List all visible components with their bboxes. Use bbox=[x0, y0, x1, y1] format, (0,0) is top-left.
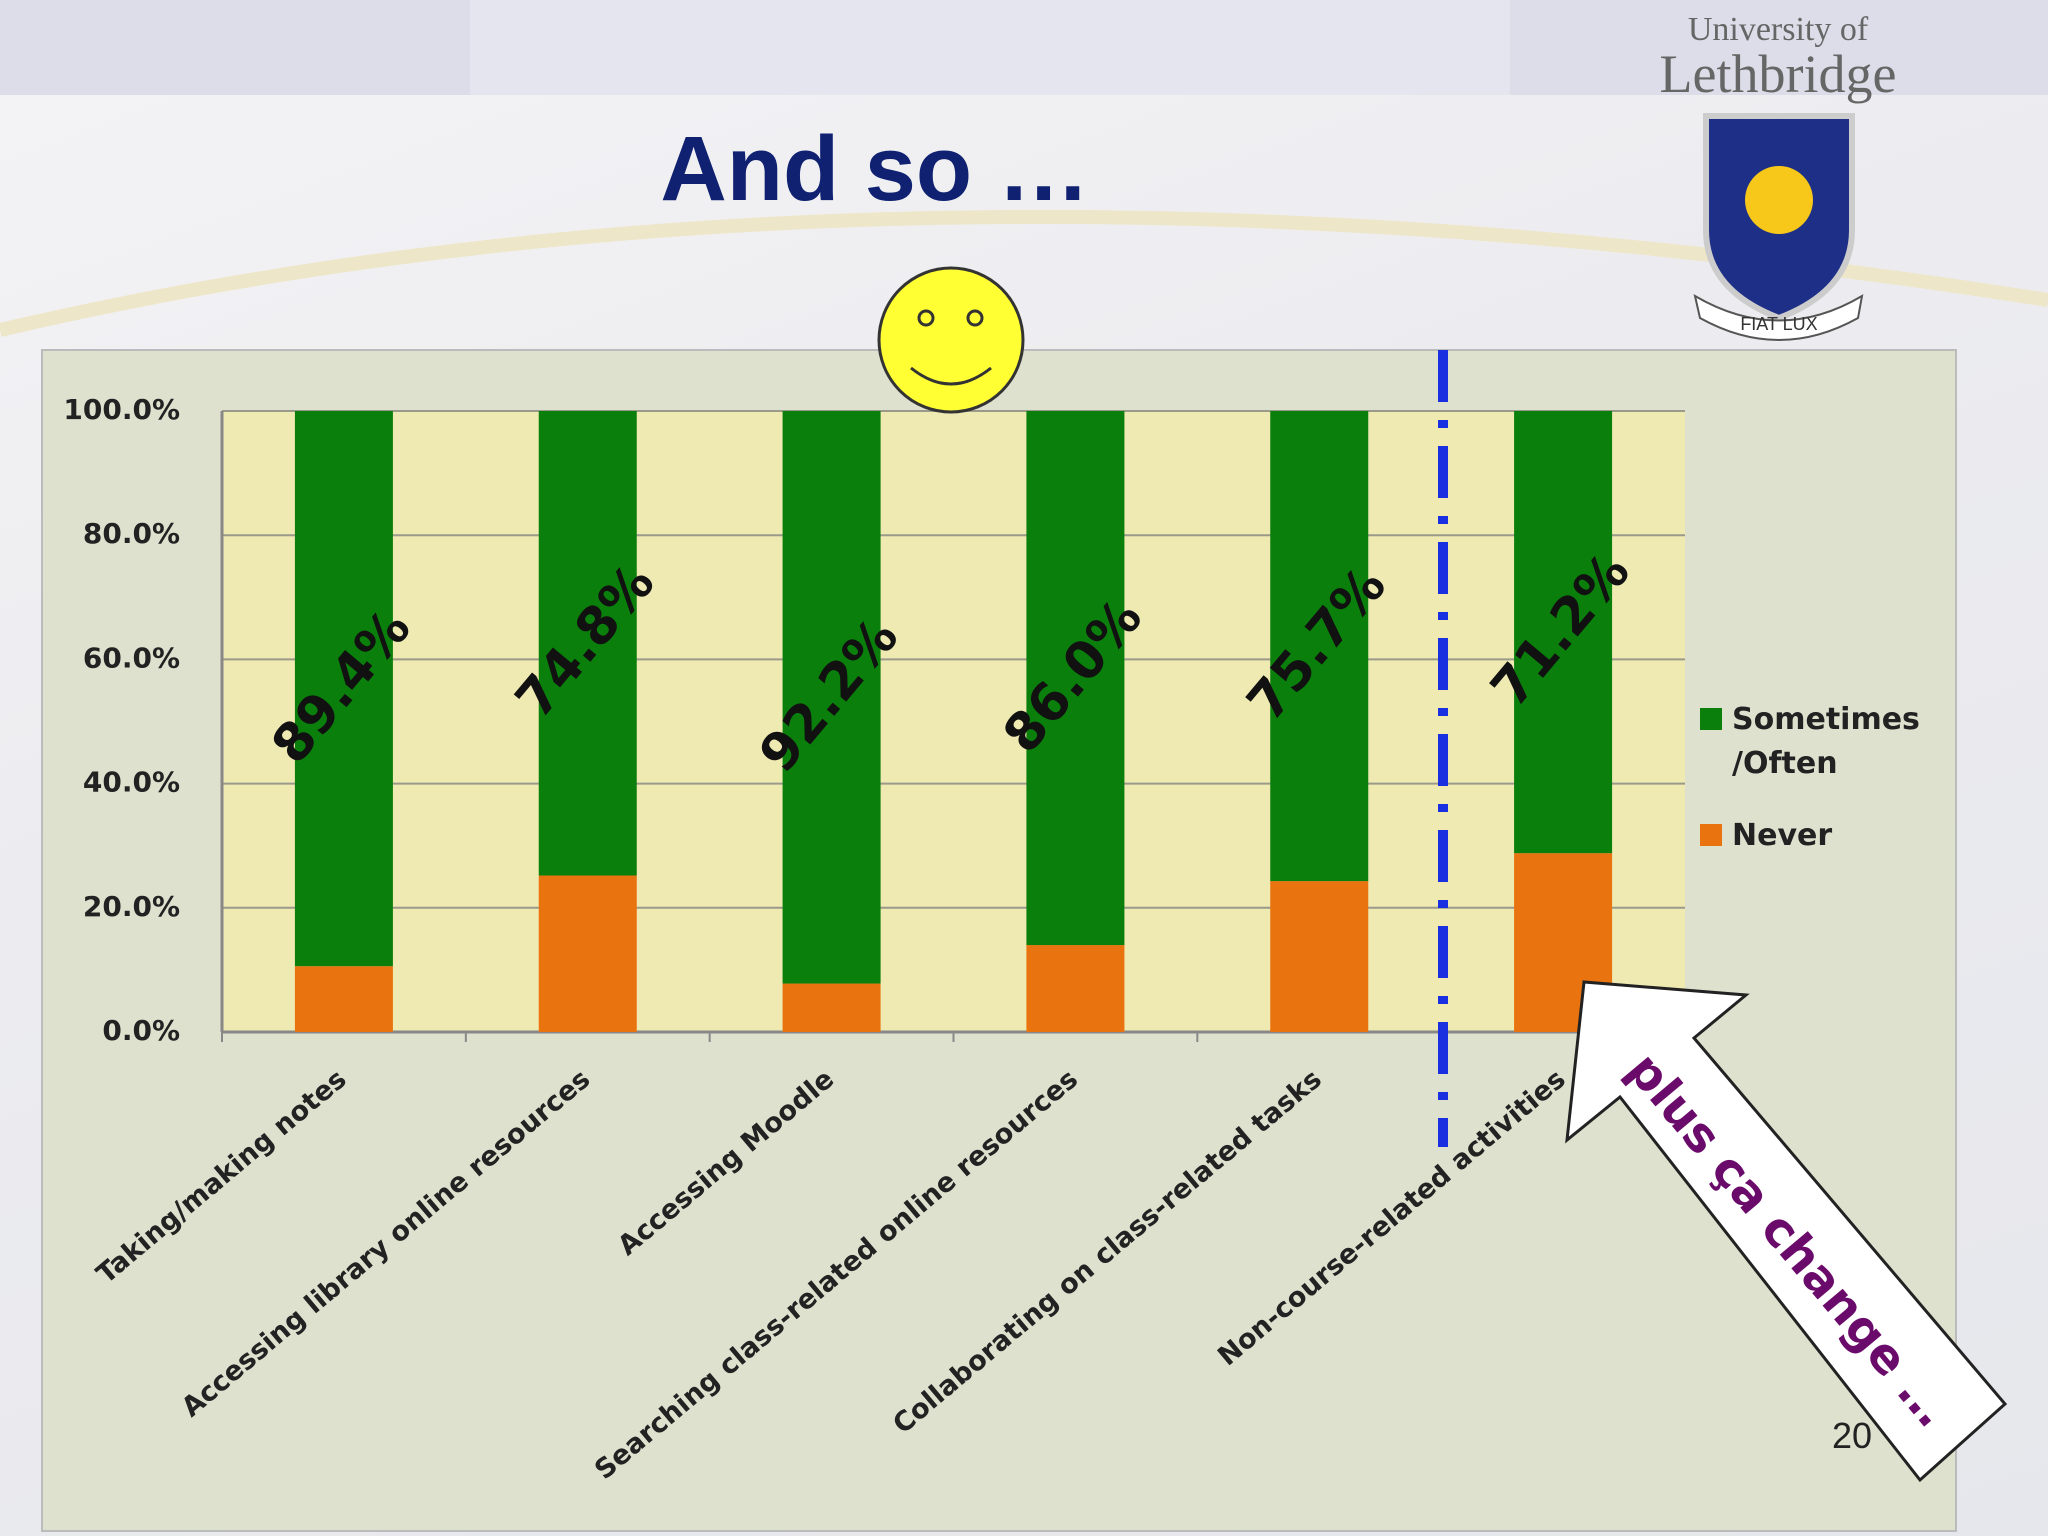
y-tick-label: 0.0% bbox=[102, 1014, 180, 1047]
smiley-face bbox=[877, 266, 1025, 414]
y-tick-label: 60.0% bbox=[83, 641, 180, 674]
top-band-panel bbox=[470, 0, 1510, 95]
bar-segment bbox=[782, 983, 881, 1032]
y-tick-label: 80.0% bbox=[83, 517, 180, 550]
legend-swatch bbox=[1700, 708, 1722, 730]
page-number: 20 bbox=[1832, 1415, 1872, 1456]
bar-segment bbox=[538, 875, 637, 1032]
bar-segment bbox=[1514, 411, 1613, 854]
bar-segment bbox=[1026, 411, 1125, 946]
bar-segment bbox=[294, 411, 393, 967]
logo-motto: FIAT LUX bbox=[1740, 314, 1817, 334]
bar-segment bbox=[1270, 411, 1369, 882]
y-tick-label: 100.0% bbox=[63, 393, 180, 426]
plot-area bbox=[222, 411, 1685, 1032]
legend-label: Sometimes /Often bbox=[1732, 702, 1920, 781]
legend-item: Never bbox=[1700, 814, 1940, 858]
smiley-eye bbox=[966, 309, 984, 327]
smiley-eye bbox=[917, 309, 935, 327]
legend-item: Sometimes /Often bbox=[1700, 698, 1940, 786]
legend-swatch bbox=[1700, 824, 1722, 846]
logo-sun bbox=[1745, 166, 1813, 234]
decor-swoosh bbox=[0, 209, 2048, 337]
bar-segment bbox=[538, 411, 637, 876]
bar-segment bbox=[1026, 945, 1125, 1032]
callout-arrow bbox=[1565, 980, 2008, 1483]
y-tick-label: 20.0% bbox=[83, 890, 180, 923]
bar-segment bbox=[1270, 881, 1369, 1032]
bar-segment bbox=[782, 411, 881, 984]
logo-line1: University of bbox=[1688, 11, 1869, 48]
y-tick-label: 40.0% bbox=[83, 766, 180, 799]
logo-line2: Lethbridge bbox=[1660, 44, 1897, 104]
smiley-mouth bbox=[910, 366, 992, 386]
legend-label: Never bbox=[1732, 818, 1833, 853]
bar-segment bbox=[294, 966, 393, 1032]
slide-title: And so … bbox=[660, 118, 1089, 220]
logo-ribbon bbox=[1693, 293, 1864, 341]
legend: Sometimes /Often Never bbox=[1700, 698, 1940, 886]
